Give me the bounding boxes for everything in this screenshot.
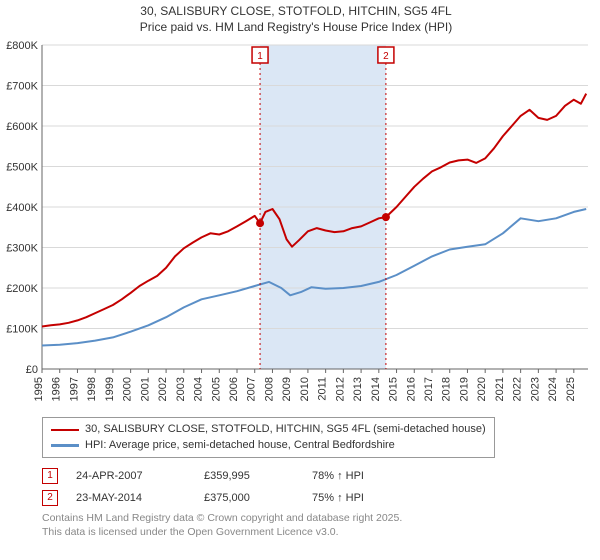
svg-text:2025: 2025 — [565, 377, 577, 401]
svg-text:2014: 2014 — [370, 377, 382, 401]
svg-text:2001: 2001 — [139, 377, 151, 401]
svg-text:£300K: £300K — [6, 243, 38, 255]
sale-price: £375,000 — [204, 492, 294, 504]
svg-text:2019: 2019 — [458, 377, 470, 401]
svg-text:2007: 2007 — [246, 377, 258, 401]
svg-text:2010: 2010 — [299, 377, 311, 401]
legend-item: 30, SALISBURY CLOSE, STOTFOLD, HITCHIN, … — [51, 422, 486, 437]
svg-text:£0: £0 — [26, 364, 38, 376]
svg-text:£800K: £800K — [6, 40, 38, 52]
svg-text:£500K: £500K — [6, 162, 38, 174]
sale-price: £359,995 — [204, 470, 294, 482]
svg-text:£100K: £100K — [6, 324, 38, 336]
copyright-line2: This data is licensed under the Open Gov… — [42, 526, 592, 540]
table-row: 2 23-MAY-2014 £375,000 75% ↑ HPI — [42, 490, 592, 506]
copyright: Contains HM Land Registry data © Crown c… — [42, 512, 592, 539]
sale-hpi: 75% ↑ HPI — [312, 492, 364, 504]
svg-text:£200K: £200K — [6, 283, 38, 295]
svg-text:1999: 1999 — [104, 377, 116, 401]
svg-text:2008: 2008 — [263, 377, 275, 401]
svg-text:2018: 2018 — [441, 377, 453, 401]
chart-title: 30, SALISBURY CLOSE, STOTFOLD, HITCHIN, … — [0, 4, 592, 35]
title-line2: Price paid vs. HM Land Registry's House … — [0, 20, 592, 36]
legend-item: HPI: Average price, semi-detached house,… — [51, 438, 486, 453]
svg-text:2002: 2002 — [157, 377, 169, 401]
svg-text:1995: 1995 — [33, 377, 45, 401]
copyright-line1: Contains HM Land Registry data © Crown c… — [42, 512, 592, 526]
svg-text:2012: 2012 — [334, 377, 346, 401]
svg-text:2023: 2023 — [529, 377, 541, 401]
legend: 30, SALISBURY CLOSE, STOTFOLD, HITCHIN, … — [42, 417, 495, 458]
sales-table: 1 24-APR-2007 £359,995 78% ↑ HPI 2 23-MA… — [42, 468, 592, 506]
legend-swatch — [51, 444, 79, 447]
svg-text:1998: 1998 — [86, 377, 98, 401]
svg-text:2006: 2006 — [228, 377, 240, 401]
svg-text:2004: 2004 — [193, 377, 205, 401]
svg-text:2000: 2000 — [122, 377, 134, 401]
svg-text:£700K: £700K — [6, 81, 38, 93]
table-row: 1 24-APR-2007 £359,995 78% ↑ HPI — [42, 468, 592, 484]
sale-date: 23-MAY-2014 — [76, 492, 186, 504]
line-chart: £0 £100K £200K £300K £400K £500K £600K £700K £80… — [0, 39, 592, 409]
svg-text:2024: 2024 — [547, 377, 559, 401]
svg-text:2011: 2011 — [317, 377, 329, 401]
title-line1: 30, SALISBURY CLOSE, STOTFOLD, HITCHIN, … — [0, 4, 592, 20]
svg-text:1: 1 — [257, 51, 263, 62]
svg-text:1996: 1996 — [51, 377, 63, 401]
svg-text:2: 2 — [383, 51, 389, 62]
svg-text:£600K: £600K — [6, 121, 38, 133]
svg-text:1997: 1997 — [68, 377, 80, 401]
sale-date: 24-APR-2007 — [76, 470, 186, 482]
sale-marker-badge: 2 — [42, 490, 58, 506]
svg-text:2003: 2003 — [175, 377, 187, 401]
svg-text:2013: 2013 — [352, 377, 364, 401]
legend-swatch — [51, 429, 79, 432]
svg-text:2021: 2021 — [494, 377, 506, 401]
chart-area: £0 £100K £200K £300K £400K £500K £600K £700K £80… — [0, 39, 592, 409]
svg-text:£400K: £400K — [6, 202, 38, 214]
sale-marker-badge: 1 — [42, 468, 58, 484]
svg-text:2009: 2009 — [281, 377, 293, 401]
svg-text:2016: 2016 — [405, 377, 417, 401]
svg-text:2020: 2020 — [476, 377, 488, 401]
legend-label: HPI: Average price, semi-detached house,… — [85, 438, 395, 453]
svg-text:2015: 2015 — [388, 377, 400, 401]
svg-text:2017: 2017 — [423, 377, 435, 401]
sale-hpi: 78% ↑ HPI — [312, 470, 364, 482]
svg-text:2022: 2022 — [512, 377, 524, 401]
legend-label: 30, SALISBURY CLOSE, STOTFOLD, HITCHIN, … — [85, 422, 486, 437]
svg-text:2005: 2005 — [210, 377, 222, 401]
